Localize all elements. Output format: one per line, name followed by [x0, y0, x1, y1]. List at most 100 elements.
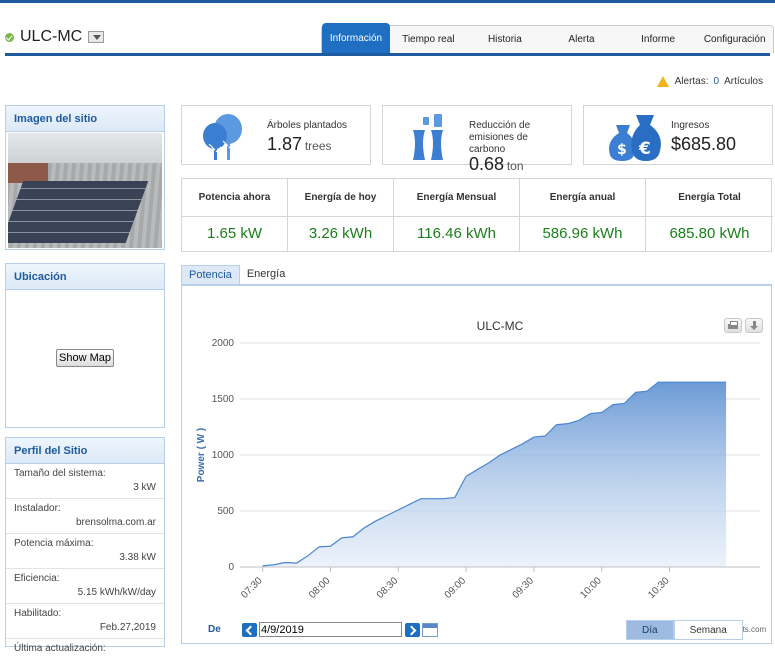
x-tick-label: 10:00 — [578, 575, 604, 601]
site-profile-panel: Perfil del Sitio Tamaño del sistema: 3 k… — [5, 437, 165, 654]
site-profile-title: Perfil del Sitio — [6, 438, 164, 464]
tab-historia[interactable]: Historia — [487, 34, 522, 45]
date-from-label: De — [208, 624, 221, 635]
trees-label: Árboles plantados — [267, 120, 348, 131]
profile-row: Habilitado: Feb.27,2019 — [6, 604, 164, 639]
tab-potencia[interactable]: Potencia — [181, 265, 240, 284]
profile-row: Potencia máxima: 3.38 kW — [6, 534, 164, 569]
tab-informe[interactable]: Informe — [641, 34, 676, 45]
tab-alerta[interactable]: Alerta — [568, 34, 595, 45]
site-name: ULC-MC — [20, 28, 83, 45]
location-title: Ubicación — [6, 264, 164, 290]
profile-row: Instalador: brensolma.com.ar — [6, 499, 164, 534]
svg-text:€: € — [638, 139, 651, 159]
warning-icon — [656, 76, 670, 87]
profile-label: Tamaño del sistema: — [14, 468, 106, 479]
profile-value: 5.15 kWh/kW/day — [77, 587, 156, 598]
trees-icon — [203, 114, 242, 160]
print-icon[interactable] — [724, 318, 742, 333]
site-image-title: Imagen del sitio — [6, 106, 164, 132]
metric-cell: Potencia ahora 1.65 kW — [182, 179, 288, 251]
range-week-button[interactable]: Semana — [673, 620, 743, 640]
power-line — [262, 381, 727, 567]
profile-label: Habilitado: — [14, 608, 62, 619]
metric-cell: Energía de hoy 3.26 kWh — [288, 179, 394, 251]
y-tick-label: 0 — [228, 562, 234, 573]
profile-value: 3.38 kW — [119, 552, 156, 563]
y-tick-label: 500 — [217, 506, 234, 517]
range-tabs: Día Semana — [626, 620, 743, 640]
status-ok-icon — [5, 32, 14, 42]
x-tick-label: 09:00 — [443, 575, 469, 601]
trees-value: 1.87 — [267, 134, 303, 154]
next-day-button[interactable] — [405, 622, 420, 637]
trees-stat: Árboles plantados 1.87 trees — [181, 105, 371, 165]
income-value: $685.80 — [671, 134, 737, 154]
alerts-suffix: Artículos — [724, 76, 763, 87]
metric-header: Energía anual — [520, 179, 645, 217]
factory-icon — [413, 114, 443, 160]
income-label: Ingresos — [671, 120, 710, 131]
site-title: ULC-MC — [5, 28, 105, 46]
metric-value: 586.96 kWh — [542, 225, 623, 242]
metric-header: Energía de hoy — [288, 179, 393, 217]
site-photo — [8, 133, 162, 248]
x-tick-label: 10:30 — [646, 575, 672, 601]
power-chart-panel: ULC-MC 0 500 1000 1500 2000 Power ( W ) 07:30 08… — [181, 284, 772, 644]
metric-header: Potencia ahora — [182, 179, 287, 217]
metric-cell: Energía anual 586.96 kWh — [520, 179, 646, 251]
x-tick-label: 09:30 — [511, 575, 537, 601]
date-input[interactable] — [259, 622, 402, 637]
profile-label: Eficiencia: — [14, 573, 60, 584]
carbon-stat: Reducción de emisiones de carbono 0.68 t… — [382, 105, 572, 173]
tab-configuracion[interactable]: Configuración — [703, 34, 766, 45]
metric-value: 3.26 kWh — [308, 225, 373, 242]
metric-value: 685.80 kWh — [669, 225, 750, 242]
profile-label: Última actualización: — [14, 643, 106, 654]
profile-row: Eficiencia: 5.15 kWh/kW/day — [6, 569, 164, 604]
site-image-panel: Imagen del sitio — [5, 105, 165, 250]
previous-day-button[interactable] — [242, 622, 257, 637]
tab-energia[interactable]: Energía — [246, 268, 286, 280]
income-stat: $ € Ingresos $685.80 — [583, 105, 773, 165]
profile-label: Potencia máxima: — [14, 538, 94, 549]
x-tick-label: 08:30 — [375, 575, 401, 601]
tab-tiempo-real[interactable]: Tiempo real — [402, 34, 455, 45]
energy-metrics-table: Potencia ahora 1.65 kW Energía de hoy 3.… — [181, 178, 773, 252]
money-bag-icon: $ € — [609, 115, 661, 161]
metric-header: Energía Mensual — [394, 179, 519, 217]
metric-cell: Energía Total 685.80 kWh — [646, 179, 773, 251]
trees-unit: trees — [304, 139, 332, 153]
main-tabs: Información Tiempo real Historia Alerta … — [321, 23, 774, 53]
metric-value: 1.65 kW — [206, 225, 263, 242]
download-icon[interactable] — [745, 318, 763, 333]
profile-row: Última actualización: — [6, 639, 164, 657]
carbon-value: 0.68 — [469, 154, 505, 174]
date-navigator: De — [208, 622, 438, 637]
power-area — [262, 382, 727, 567]
profile-label: Instalador: — [14, 503, 61, 514]
metric-cell: Energía Mensual 116.46 kWh — [394, 179, 520, 251]
alerts-summary: Alertas: 0 Artículos — [656, 76, 763, 87]
alerts-count-link[interactable]: 0 — [713, 76, 720, 87]
show-map-button[interactable]: Show Map — [56, 348, 114, 367]
calendar-icon[interactable] — [422, 622, 438, 637]
power-chart: ULC-MC 0 500 1000 1500 2000 Power ( W ) 07:30 08… — [196, 319, 760, 601]
site-dropdown-icon[interactable] — [88, 31, 105, 43]
chart-credit: charts.com — [727, 625, 767, 634]
profile-value: 3 kW — [133, 482, 156, 493]
profile-value: brensolma.com.ar — [75, 517, 156, 528]
profile-value: Feb.27,2019 — [99, 622, 156, 633]
metric-header: Energía Total — [646, 179, 773, 217]
y-axis-label: Power ( W ) — [196, 428, 207, 482]
tab-informacion[interactable]: Información — [322, 23, 390, 53]
svg-text:$: $ — [617, 142, 627, 158]
y-tick-label: 2000 — [212, 338, 235, 349]
range-day-button[interactable]: Día — [626, 620, 674, 640]
x-tick-label: 08:00 — [307, 575, 333, 601]
map-area: Show Map — [6, 290, 164, 425]
y-tick-label: 1000 — [212, 450, 235, 461]
carbon-label: Reducción de emisiones de carbono — [469, 120, 531, 155]
y-tick-label: 1500 — [212, 394, 235, 405]
top-accent-line — [0, 0, 775, 3]
